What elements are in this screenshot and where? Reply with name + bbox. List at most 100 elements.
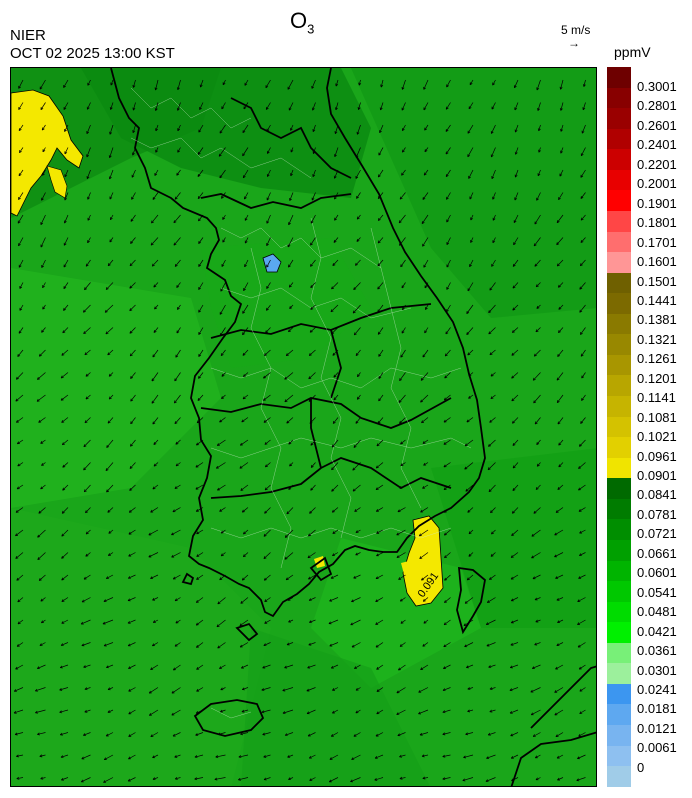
wind-vector	[469, 259, 474, 267]
wind-vectors	[13, 79, 586, 783]
wind-vector-head	[196, 420, 200, 424]
wind-vector-head	[307, 555, 311, 559]
wind-vector	[127, 642, 136, 647]
legend-swatch	[607, 498, 631, 520]
wind-vector-head	[423, 620, 427, 624]
wind-vector	[399, 237, 406, 246]
wind-vector	[81, 642, 91, 646]
wind-vector-head	[332, 263, 336, 266]
wind-vector	[400, 439, 406, 445]
wind-vector	[217, 597, 226, 605]
wind-vector	[467, 124, 474, 134]
wind-vector-head	[243, 106, 247, 110]
wind-vector	[61, 529, 69, 537]
wind-vector-head	[262, 397, 266, 401]
wind-vector-head	[196, 442, 199, 446]
wind-vector	[380, 79, 384, 88]
wind-vector-head	[155, 128, 159, 132]
wind-vector-head	[445, 128, 449, 132]
wind-vector	[309, 777, 316, 781]
wind-vector	[242, 304, 249, 314]
wind-vector	[83, 462, 91, 471]
wind-vector	[331, 462, 339, 471]
wind-vector	[353, 282, 361, 290]
wind-vector-head	[329, 757, 333, 760]
wind-vector-head	[509, 710, 513, 714]
wind-vector-head	[488, 331, 492, 335]
wind-vector	[128, 687, 136, 692]
wind-vector-head	[467, 509, 471, 513]
wind-vector	[288, 102, 294, 111]
wind-vector-head	[35, 688, 38, 692]
wind-vector	[84, 282, 91, 290]
wind-vector	[286, 349, 294, 356]
wind-vector-head	[468, 373, 472, 377]
wind-vector	[177, 79, 181, 90]
wind-vector-head	[442, 754, 446, 758]
wind-vector	[310, 259, 316, 267]
wind-vector-head	[443, 644, 447, 648]
wind-vector-head	[242, 130, 246, 134]
wind-vector-head	[266, 285, 270, 289]
wind-vector	[86, 124, 91, 134]
wind-vector-head	[444, 600, 447, 603]
wind-vector-head	[445, 106, 449, 110]
wind-vector-head	[401, 330, 405, 334]
wind-vector-head	[513, 85, 517, 89]
wind-vector-head	[398, 577, 402, 580]
wind-vector-head	[531, 533, 535, 537]
wind-vector	[307, 552, 316, 559]
wind-vector-head	[330, 576, 334, 579]
timestamp-label: OCT 02 2025 13:00 KST	[10, 45, 175, 62]
wind-vector	[511, 619, 519, 624]
wind-vector	[152, 192, 159, 200]
wind-vector-head	[492, 196, 495, 200]
wind-vector	[196, 687, 204, 692]
wind-vector-head	[107, 553, 111, 556]
wind-vector	[286, 507, 294, 515]
wind-vector	[375, 462, 384, 469]
wind-vector	[351, 597, 361, 602]
wind-vector	[422, 439, 429, 444]
wind-vector	[512, 462, 519, 469]
wind-vector	[16, 642, 24, 647]
wind-vector	[16, 484, 24, 490]
wind-vector-head	[284, 733, 288, 737]
wind-vector	[109, 147, 114, 158]
wind-vector	[240, 732, 249, 735]
wind-vector	[443, 462, 451, 468]
wind-vector-head	[487, 732, 491, 736]
wind-vector	[127, 597, 136, 601]
wind-vector-head	[244, 82, 248, 86]
wind-vector-head	[84, 420, 88, 424]
wind-vector	[83, 439, 91, 448]
wind-vector	[265, 102, 271, 110]
wind-vector-head	[108, 155, 112, 158]
wind-vector-head	[354, 509, 358, 512]
wind-vector	[492, 214, 496, 221]
wind-vector-head	[488, 665, 492, 669]
wind-vector-head	[150, 242, 154, 246]
wind-vector-head	[375, 487, 379, 491]
wind-vector	[487, 597, 496, 603]
wind-vector	[172, 732, 181, 737]
wind-vector-head	[174, 755, 178, 758]
wind-vector-head	[130, 218, 134, 222]
wind-vector	[332, 349, 339, 356]
wind-vector	[557, 349, 564, 357]
wind-vector-head	[557, 487, 561, 490]
wind-vector-head	[37, 732, 40, 736]
wind-vector	[219, 169, 226, 179]
wind-vector-head	[308, 398, 312, 402]
wind-vector-head	[420, 399, 424, 403]
wind-vector-head	[63, 106, 67, 110]
wind-vector	[87, 192, 91, 200]
wind-vector-head	[266, 243, 269, 246]
wind-vector	[40, 597, 46, 602]
wind-vector	[558, 282, 564, 288]
wind-vector-head	[35, 710, 38, 714]
wind-vector	[513, 237, 519, 246]
wind-vector	[466, 664, 474, 668]
wind-vector-head	[61, 510, 65, 514]
legend-swatch	[607, 169, 631, 191]
